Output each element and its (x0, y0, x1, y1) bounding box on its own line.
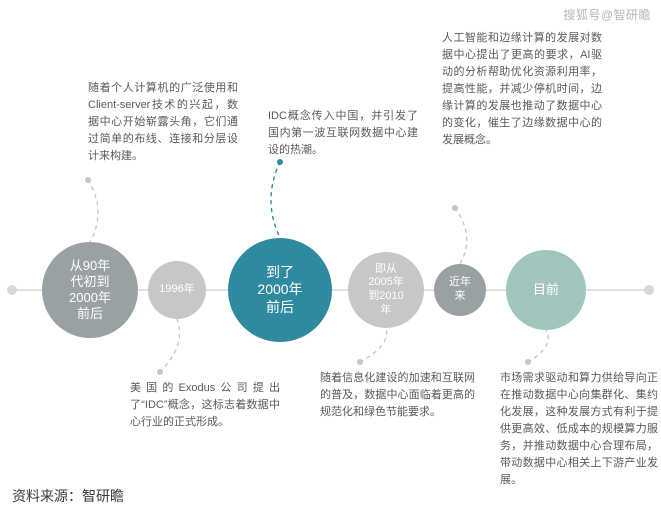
timeline-desc-d5: 人工智能和边缘计算的发展对数据中心提出了更高的要求，AI驱动的分析帮助优化资源利… (442, 30, 602, 149)
timeline-desc-d3: IDC概念传入中国，并引发了国内第一波互联网数据中心建设的热潮。 (268, 108, 418, 159)
timeline-node-label: 即从 2005年 到2010 年 (364, 263, 407, 318)
source-label: 资料来源：智研瞻 (12, 486, 124, 506)
timeline-desc-d6: 市场需求驱动和算力供给导向正在推动数据中心向集群化、集约化发展，这种发展方式有利… (500, 370, 658, 489)
timeline-desc-d1: 随着个人计算机的广泛使用和Client-server技术的兴起，数据中心开始崭露… (88, 80, 238, 165)
timeline-node-label: 到了 2000年 前后 (253, 264, 306, 317)
timeline-node-n1: 从90年 代初到 2000年 前后 (42, 242, 138, 338)
timeline-node-n2: 1996年 (148, 261, 206, 319)
timeline-node-label: 目前 (529, 282, 563, 298)
timeline-node-label: 从90年 代初到 2000年 前后 (65, 258, 115, 323)
timeline-stage: 搜狐号@智研瞻 从90年 代初到 2000年 前后 1996年 到了 2000年 前… (0, 0, 661, 516)
timeline-node-n6: 目前 (506, 250, 586, 330)
timeline-node-n3: 到了 2000年 前后 (228, 238, 332, 342)
timeline-node-n4: 即从 2005年 到2010 年 (348, 252, 424, 328)
timeline-node-label: 近年 来 (445, 276, 475, 304)
timeline-node-n5: 近年 来 (434, 264, 486, 316)
timeline-desc-d4: 随着信息化建设的加速和互联网的普及，数据中心面临着更高的规范化和绿色节能要求。 (320, 370, 475, 421)
timeline-desc-d2: 美国的Exodus公司提出了“IDC”概念，这标志着数据中心行业的正式形成。 (130, 380, 280, 431)
timeline-node-label: 1996年 (155, 283, 198, 297)
watermark: 搜狐号@智研瞻 (563, 6, 651, 23)
